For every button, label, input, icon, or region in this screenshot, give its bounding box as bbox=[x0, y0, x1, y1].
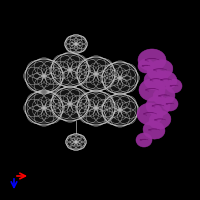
Ellipse shape bbox=[147, 60, 173, 80]
Ellipse shape bbox=[77, 91, 115, 125]
Ellipse shape bbox=[143, 121, 165, 139]
Ellipse shape bbox=[153, 87, 175, 105]
Ellipse shape bbox=[149, 111, 171, 129]
Ellipse shape bbox=[102, 62, 138, 94]
Ellipse shape bbox=[102, 94, 138, 126]
Ellipse shape bbox=[138, 59, 154, 73]
Ellipse shape bbox=[137, 103, 163, 125]
Ellipse shape bbox=[65, 35, 87, 53]
Ellipse shape bbox=[139, 79, 165, 101]
Ellipse shape bbox=[136, 133, 152, 147]
Ellipse shape bbox=[51, 53, 89, 87]
Ellipse shape bbox=[51, 87, 89, 121]
Ellipse shape bbox=[144, 70, 168, 90]
Ellipse shape bbox=[162, 97, 178, 111]
Ellipse shape bbox=[166, 79, 182, 93]
Ellipse shape bbox=[66, 134, 86, 150]
Ellipse shape bbox=[77, 57, 115, 91]
Ellipse shape bbox=[25, 91, 63, 125]
Ellipse shape bbox=[155, 71, 177, 89]
Ellipse shape bbox=[25, 59, 63, 93]
Ellipse shape bbox=[138, 49, 166, 71]
Ellipse shape bbox=[146, 96, 170, 116]
